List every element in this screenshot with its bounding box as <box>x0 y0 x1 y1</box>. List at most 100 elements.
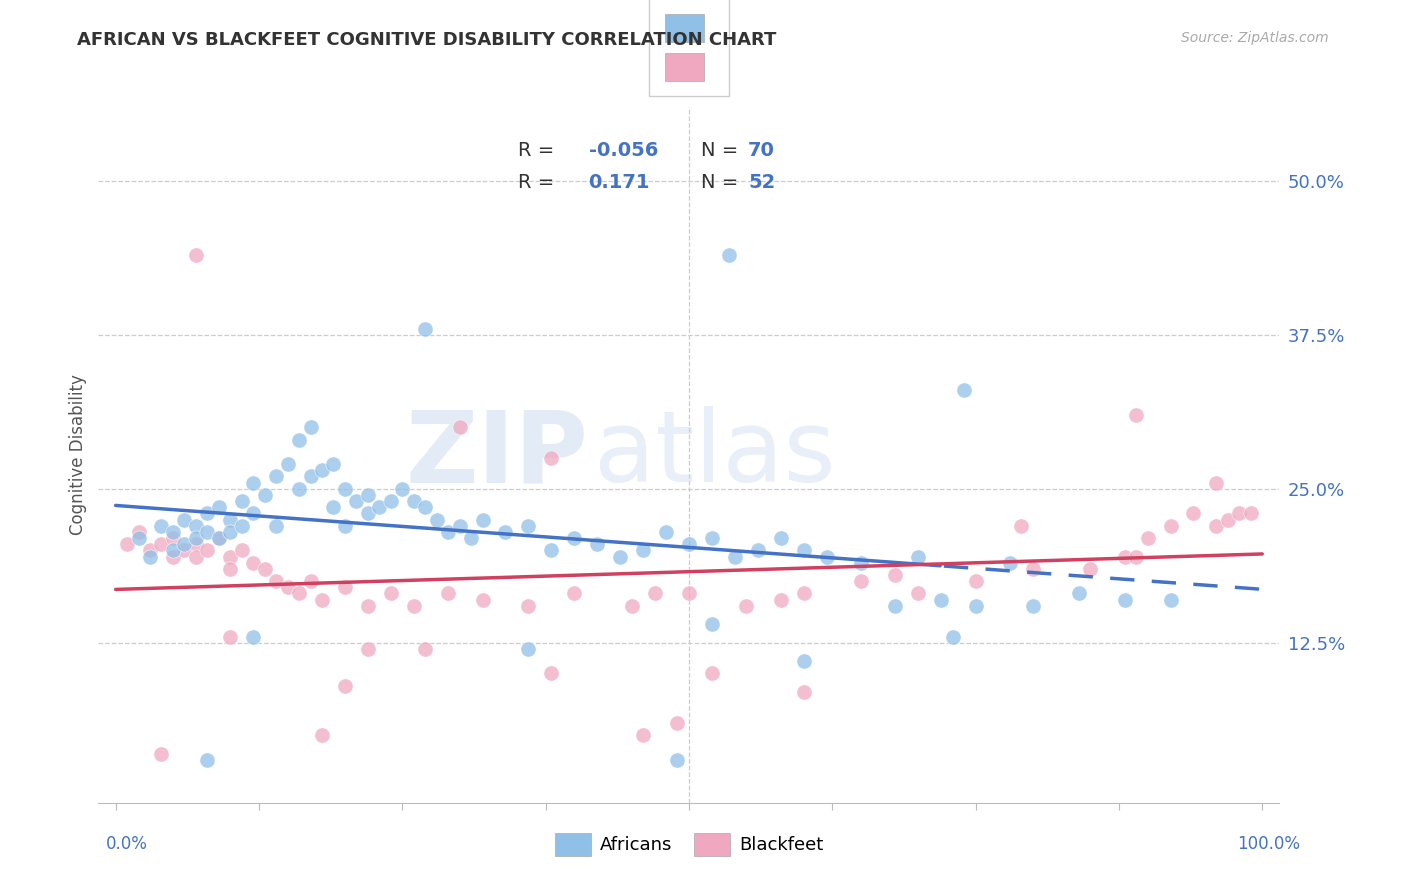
Point <box>953 384 976 398</box>
Text: N =: N = <box>700 141 744 160</box>
Point <box>219 562 242 576</box>
Point <box>735 599 758 613</box>
Point <box>540 543 562 558</box>
Point <box>253 488 276 502</box>
Text: AFRICAN VS BLACKFEET COGNITIVE DISABILITY CORRELATION CHART: AFRICAN VS BLACKFEET COGNITIVE DISABILIT… <box>77 31 776 49</box>
Point <box>1114 549 1136 564</box>
Point <box>128 531 150 545</box>
Point <box>150 518 173 533</box>
Point <box>793 685 815 699</box>
Point <box>965 574 987 589</box>
Point <box>426 512 449 526</box>
Point <box>264 469 287 483</box>
Point <box>471 512 494 526</box>
Point <box>1160 518 1182 533</box>
Point <box>907 549 929 564</box>
Point <box>1205 518 1227 533</box>
Point <box>1114 592 1136 607</box>
Point <box>299 420 322 434</box>
Point <box>666 753 689 767</box>
Point <box>449 518 471 533</box>
Point <box>333 679 356 693</box>
Point <box>322 500 344 515</box>
Point <box>793 654 815 668</box>
Point <box>299 574 322 589</box>
Point <box>965 599 987 613</box>
Point <box>1125 408 1147 422</box>
Point <box>460 531 482 545</box>
Point <box>413 641 436 656</box>
Point <box>333 580 356 594</box>
Point <box>173 543 195 558</box>
Point <box>184 537 207 551</box>
Point <box>1022 599 1045 613</box>
Point <box>815 549 838 564</box>
Point <box>277 580 299 594</box>
Point <box>115 537 138 551</box>
Point <box>128 524 150 539</box>
Point <box>333 482 356 496</box>
Point <box>1216 512 1239 526</box>
Point <box>242 475 264 490</box>
Point <box>747 543 769 558</box>
Text: 100.0%: 100.0% <box>1237 835 1301 853</box>
Point <box>793 543 815 558</box>
Point <box>368 500 391 515</box>
Point <box>631 728 654 742</box>
Point <box>357 488 380 502</box>
Point <box>724 549 747 564</box>
Point <box>231 543 253 558</box>
Point <box>242 507 264 521</box>
Point <box>311 592 333 607</box>
Point <box>437 524 460 539</box>
Y-axis label: Cognitive Disability: Cognitive Disability <box>69 375 87 535</box>
Point <box>1011 518 1033 533</box>
Point <box>678 586 700 600</box>
Point <box>322 457 344 471</box>
Point <box>288 433 311 447</box>
Point <box>517 641 540 656</box>
Legend: Africans, Blackfeet: Africans, Blackfeet <box>547 826 831 863</box>
Point <box>413 500 436 515</box>
Point <box>333 518 356 533</box>
Point <box>253 562 276 576</box>
Point <box>586 537 609 551</box>
Point <box>219 512 242 526</box>
Point <box>700 531 723 545</box>
Point <box>277 457 299 471</box>
Text: 0.171: 0.171 <box>589 173 650 192</box>
Point <box>718 248 741 262</box>
Point <box>380 586 402 600</box>
Point <box>609 549 631 564</box>
Point <box>1136 531 1159 545</box>
Point <box>402 494 425 508</box>
Point <box>195 507 218 521</box>
Point <box>998 556 1021 570</box>
Point <box>139 543 162 558</box>
Point <box>884 599 907 613</box>
Point <box>1067 586 1090 600</box>
Point <box>1227 507 1250 521</box>
Point <box>219 549 242 564</box>
Point <box>311 463 333 477</box>
Point <box>1078 562 1101 576</box>
Point <box>655 524 678 539</box>
Point <box>644 586 666 600</box>
Point <box>242 556 264 570</box>
Point <box>219 524 242 539</box>
Text: 70: 70 <box>748 141 775 160</box>
Point <box>562 531 585 545</box>
Point <box>413 321 436 335</box>
Text: Source: ZipAtlas.com: Source: ZipAtlas.com <box>1181 31 1329 45</box>
Text: N =: N = <box>700 173 744 192</box>
Point <box>793 586 815 600</box>
Point <box>929 592 952 607</box>
Point <box>139 549 162 564</box>
Point <box>678 537 700 551</box>
Point <box>299 469 322 483</box>
Point <box>540 666 562 681</box>
Point <box>162 543 184 558</box>
Text: 0.0%: 0.0% <box>105 835 148 853</box>
Point <box>264 574 287 589</box>
Point <box>1240 507 1263 521</box>
